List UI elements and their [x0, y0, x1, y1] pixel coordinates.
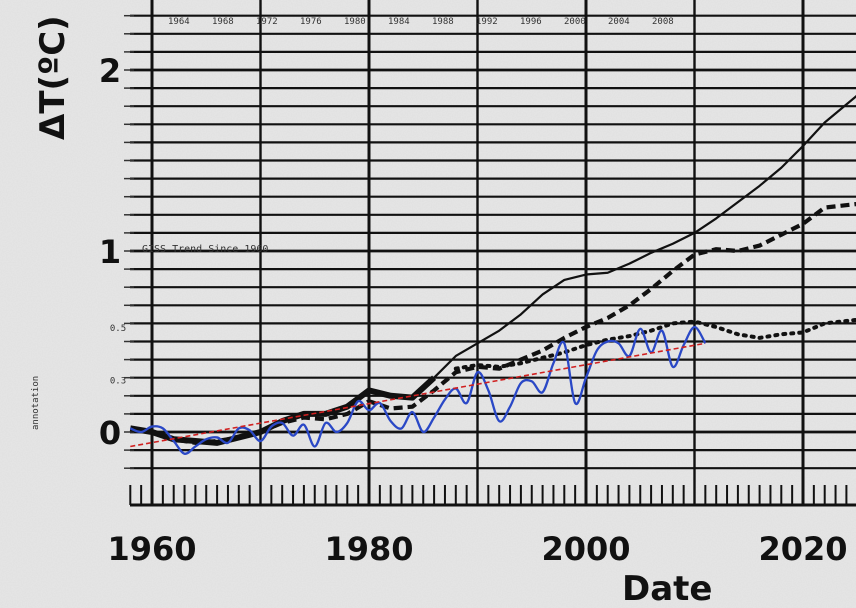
top-year-label: 1976 — [300, 17, 322, 27]
y-axis-label: ΔT(ºC) — [33, 15, 73, 140]
grid — [130, 0, 856, 505]
minor-y-tick-label: 0.3 — [110, 377, 126, 387]
x-tick-label: 2020 — [758, 530, 847, 568]
chart-annotation: GISS Trend Since 1960 — [142, 244, 268, 255]
series-line-dashed-black — [151, 201, 856, 445]
x-tick-label: 2000 — [541, 530, 630, 568]
side-note: annotation — [31, 376, 41, 430]
top-year-labels: 1964 1968 1972 1976 1980 1984 1988 1992 1996 2000… — [168, 17, 674, 27]
top-year-label: 1992 — [476, 17, 498, 27]
top-year-label: 1988 — [432, 17, 454, 27]
top-year-label: 1972 — [256, 17, 278, 27]
series-line-dashed-red — [130, 342, 706, 448]
x-axis-label: Date — [622, 569, 712, 608]
top-year-label: 1964 — [168, 17, 190, 27]
top-year-label: 1980 — [344, 17, 366, 27]
y-tick-label: 1 — [99, 233, 121, 271]
x-tick-label: 1960 — [107, 530, 196, 568]
series-layer — [129, 94, 856, 455]
top-year-label: 2004 — [608, 17, 630, 27]
y-tick-label: 2 — [99, 52, 121, 90]
labels-layer: 1964 1968 1972 1976 1980 1984 1988 1992 1996 2000… — [31, 15, 848, 608]
axis-ticks — [124, 14, 856, 507]
minor-y-tick-label: 0.5 — [110, 324, 126, 334]
x-tick-label: 1980 — [324, 530, 413, 568]
top-year-label: 2000 — [564, 17, 586, 27]
top-year-label: 1996 — [520, 17, 542, 27]
series-line-solid-blue — [129, 325, 707, 455]
y-tick-label: 0 — [99, 414, 121, 452]
top-year-label: 1968 — [212, 17, 234, 27]
top-year-label: 2008 — [652, 17, 674, 27]
top-year-label: 1984 — [388, 17, 410, 27]
series-line-dotted-black — [453, 317, 856, 371]
